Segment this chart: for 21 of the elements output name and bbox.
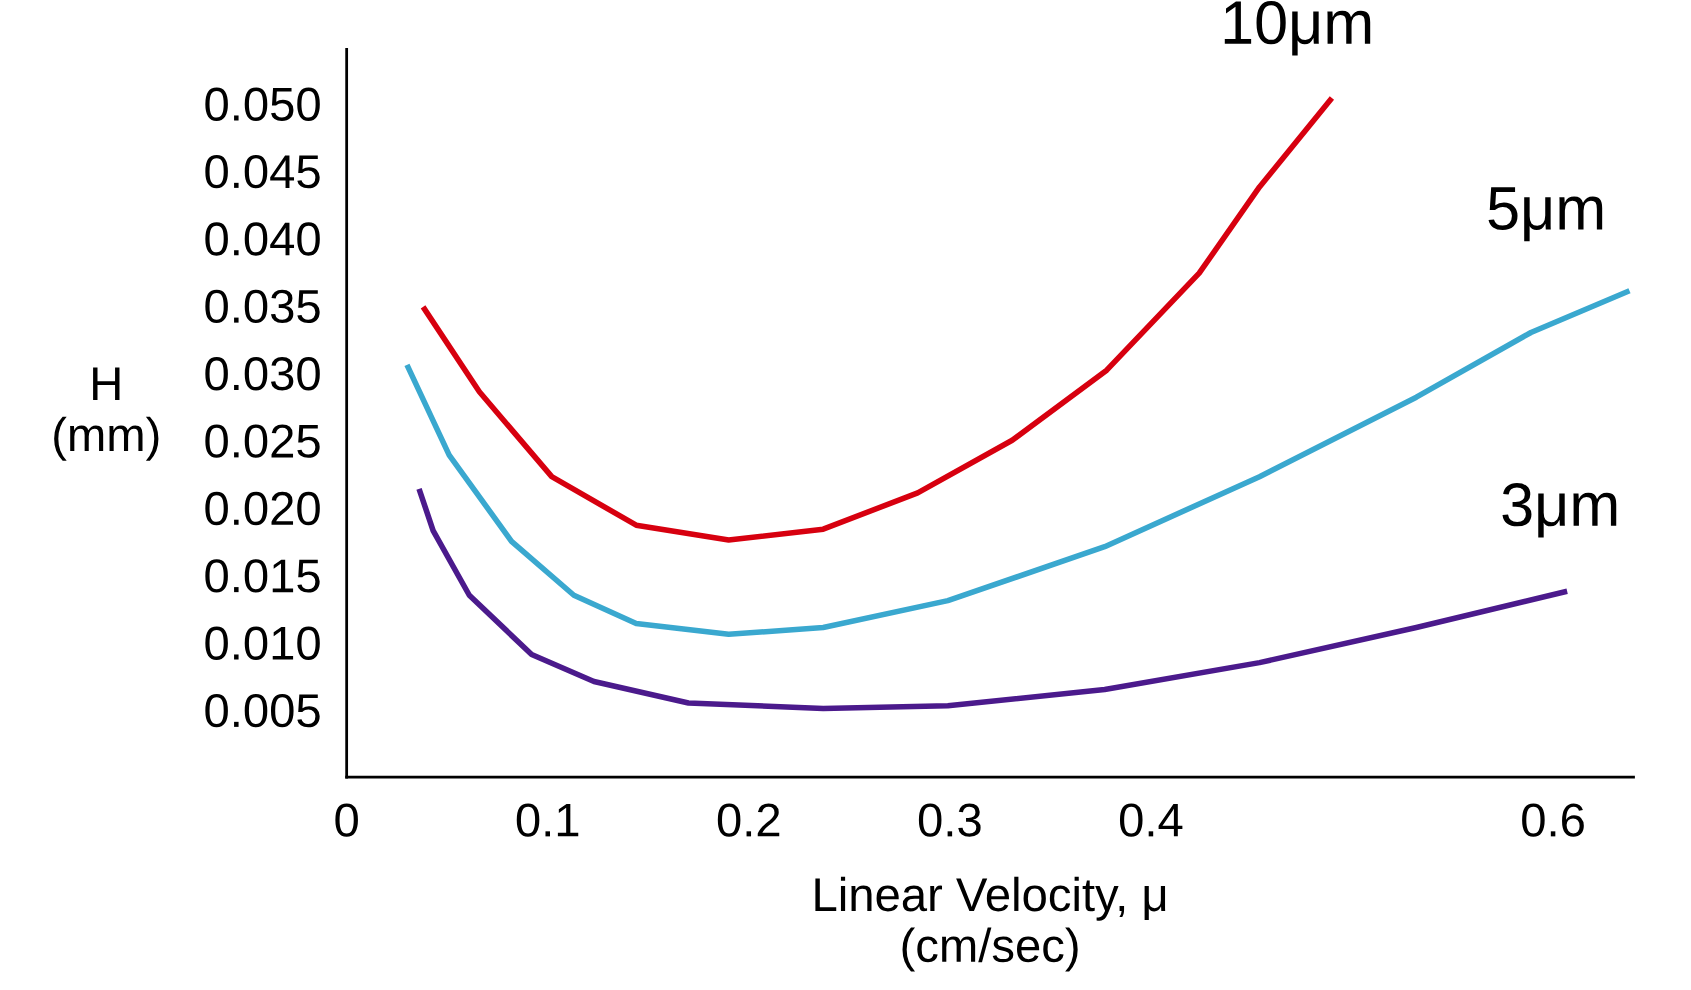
x-tick-label: 0.6 bbox=[1522, 803, 1584, 837]
series-label: 10μm bbox=[1224, 0, 1371, 56]
y-tick-label: 0.040 bbox=[205, 222, 320, 256]
y-tick-label: 0.050 bbox=[205, 87, 320, 121]
series-label: 3μm bbox=[1502, 483, 1617, 538]
y-tick-label: 0.035 bbox=[205, 289, 320, 324]
y-tick-label: 0.025 bbox=[205, 424, 320, 458]
x-axis-title: Linear Velocity, μ (cm/sec) bbox=[815, 876, 1166, 972]
y-tick-label: 0.045 bbox=[205, 154, 320, 189]
x-tick-label: 0 bbox=[335, 803, 358, 837]
y-tick-label: 0.020 bbox=[205, 491, 320, 526]
y-axis-title: H (mm) bbox=[54, 367, 159, 461]
y-tick-label: 0.015 bbox=[205, 559, 320, 593]
x-tick-label: 0.2 bbox=[717, 803, 780, 837]
y-tick-label: 0.030 bbox=[205, 357, 320, 391]
x-tick-label: 0.1 bbox=[516, 803, 579, 837]
x-tick-label: 0.3 bbox=[918, 803, 981, 837]
y-tick-label: 0.010 bbox=[205, 626, 320, 660]
x-tick-label: 0.4 bbox=[1119, 803, 1183, 837]
series-label: 5μm bbox=[1488, 187, 1603, 242]
y-tick-label: 0.005 bbox=[205, 693, 320, 728]
